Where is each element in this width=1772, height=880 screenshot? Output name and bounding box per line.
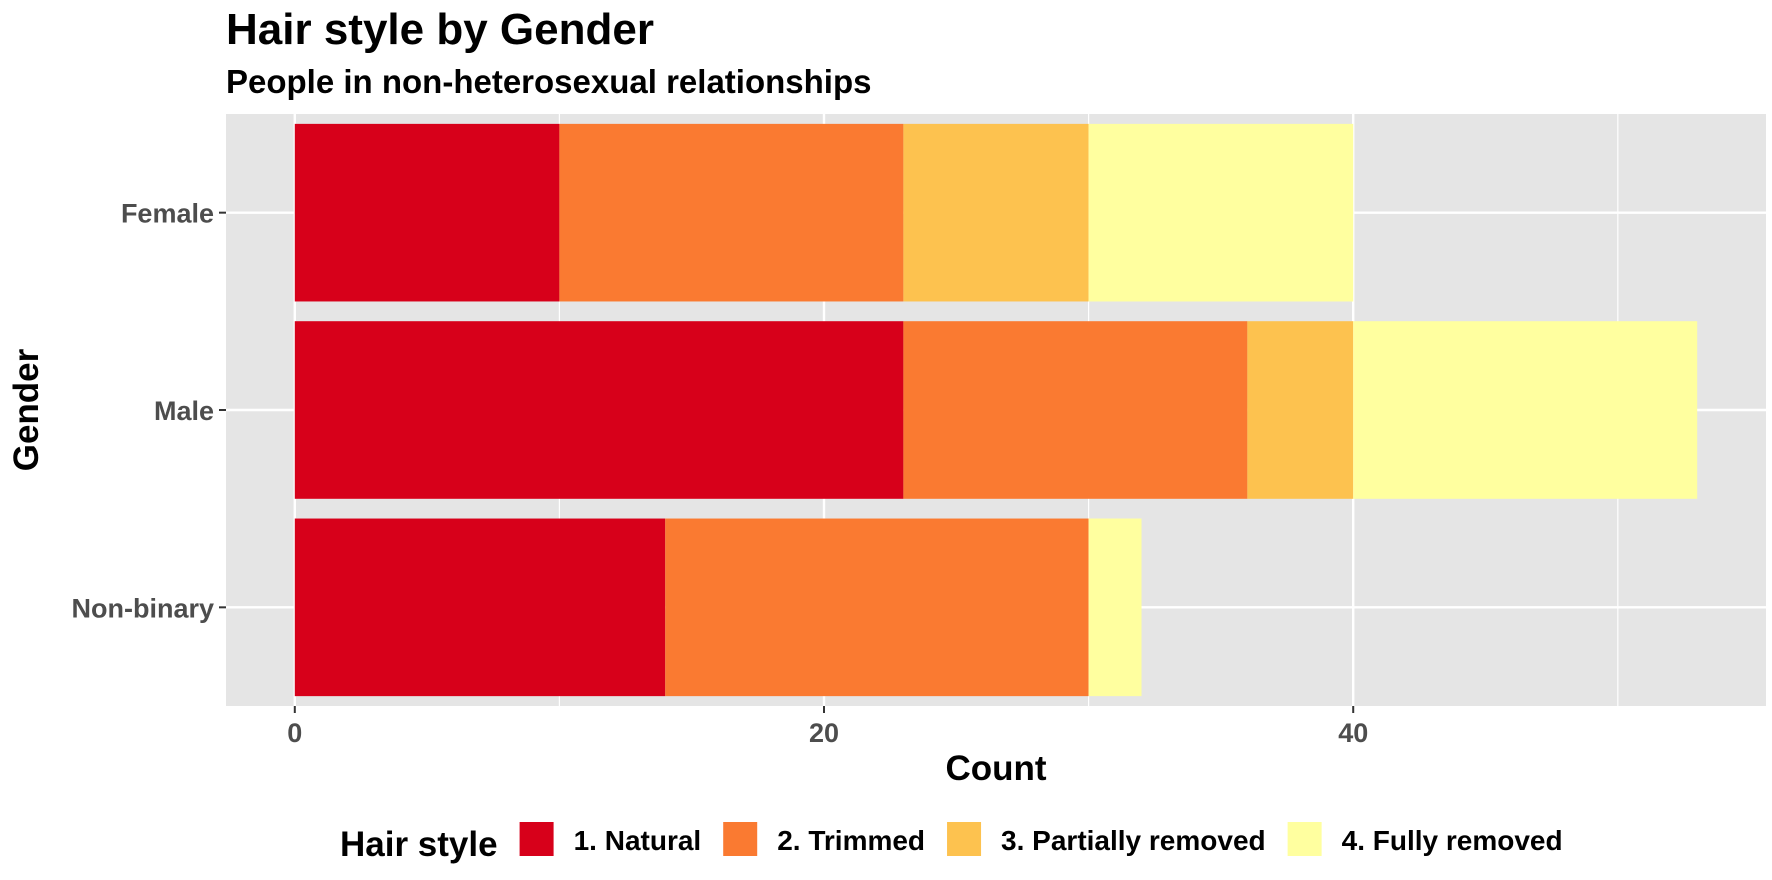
chart-title: Hair style by Gender (226, 5, 654, 54)
legend-label: 4. Fully removed (1342, 825, 1563, 856)
x-tick-label: 20 (809, 718, 839, 748)
x-axis-title: Count (945, 749, 1046, 788)
bar-segment (665, 518, 1089, 697)
bar-segment (559, 123, 904, 302)
bars (294, 123, 1698, 697)
legend-swatch (723, 822, 758, 856)
x-axis: 0 20 40 (287, 706, 1368, 748)
bar-segment (1353, 321, 1698, 499)
bar-segment (294, 518, 666, 697)
y-axis: Female Male Non-binary (71, 199, 226, 623)
legend-swatch (947, 822, 982, 856)
legend-label: 2. Trimmed (777, 825, 925, 856)
y-tick-label: Non-binary (71, 593, 214, 623)
bar-segment (294, 123, 560, 302)
legend-label: 1. Natural (574, 825, 702, 856)
bar-segment (1088, 123, 1354, 302)
y-tick-label: Male (154, 396, 214, 426)
y-tick-label: Female (121, 199, 214, 229)
bar-segment (903, 321, 1248, 499)
legend-title: Hair style (340, 825, 498, 864)
bar-segment (1088, 518, 1142, 697)
bar-segment (903, 123, 1089, 302)
legend: Hair style 1. Natural 2. Trimmed 3. Partia… (340, 822, 1563, 864)
bar-segment (294, 321, 904, 499)
legend-swatch (519, 822, 554, 856)
bar-segment (1247, 321, 1354, 499)
chart-subtitle: People in non-heterosexual relationships (226, 63, 871, 100)
legend-label: 3. Partially removed (1001, 825, 1266, 856)
x-tick-label: 0 (287, 718, 302, 748)
legend-swatch (1287, 822, 1322, 856)
x-tick-label: 40 (1338, 718, 1368, 748)
y-axis-title: Gender (7, 348, 46, 471)
